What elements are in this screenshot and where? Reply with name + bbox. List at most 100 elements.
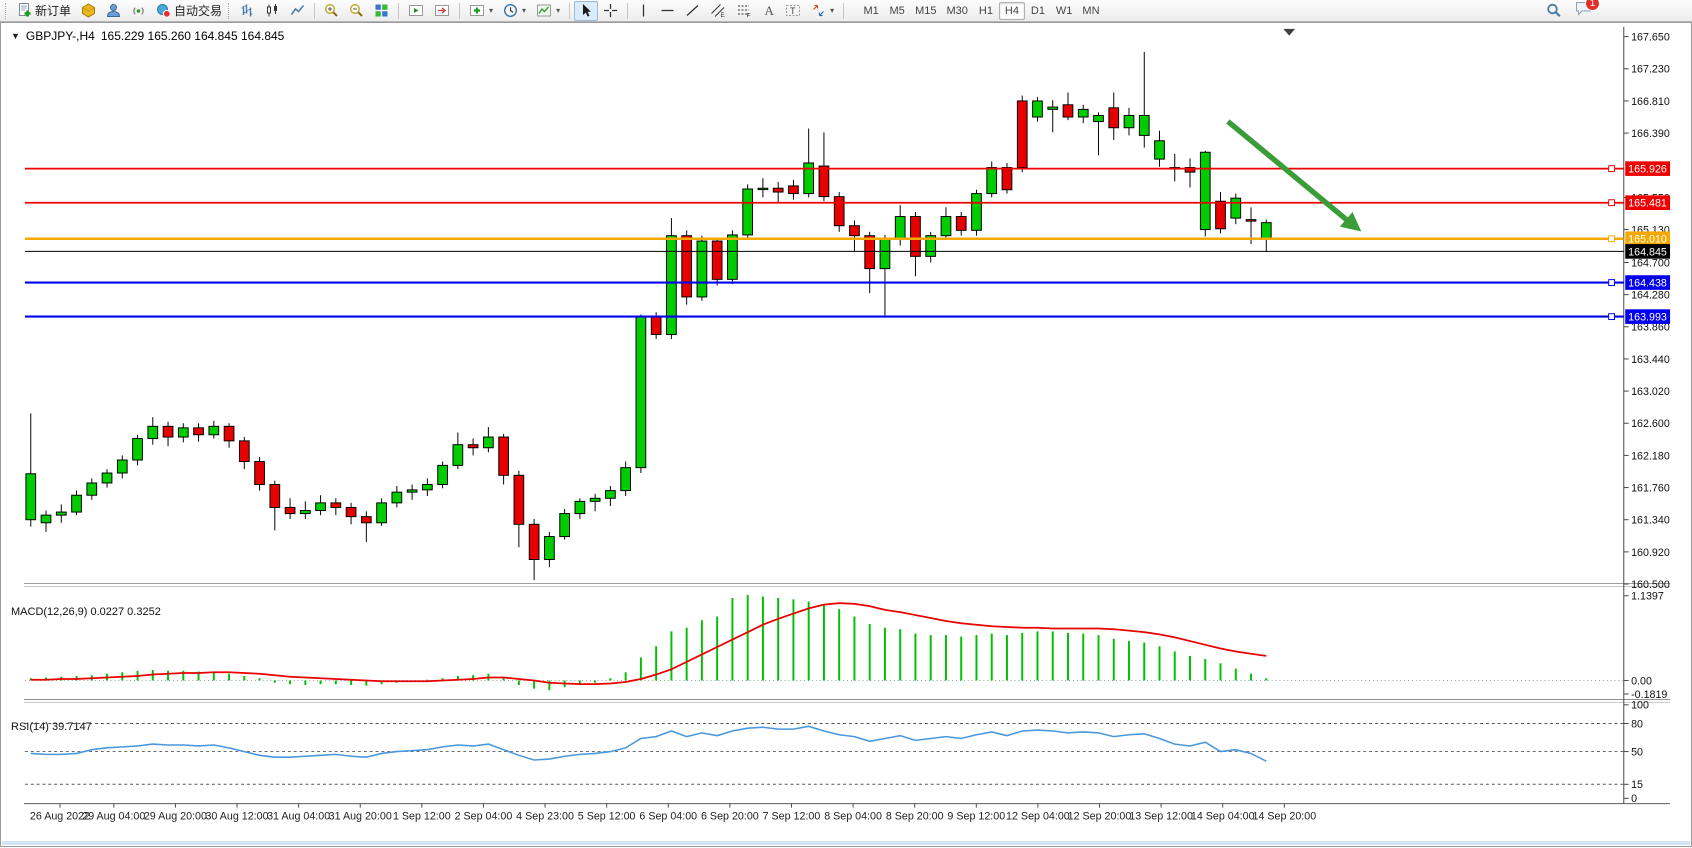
svg-text:12 Sep 20:00: 12 Sep 20:00 bbox=[1068, 811, 1132, 823]
hline-163.993[interactable]: 163.993 bbox=[24, 309, 1671, 324]
tile-windows-icon[interactable] bbox=[369, 1, 394, 21]
toolbar-separator bbox=[627, 2, 629, 19]
crosshair-tool-button[interactable] bbox=[598, 1, 623, 21]
fibonacci-tool-button[interactable]: F bbox=[731, 1, 757, 21]
timeframe-button-H1[interactable]: H1 bbox=[973, 2, 999, 20]
arrows-tool-button[interactable]: ▾ bbox=[806, 1, 839, 21]
svg-text:4 Sep 23:00: 4 Sep 23:00 bbox=[516, 811, 574, 823]
svg-text:31 Aug 20:00: 31 Aug 20:00 bbox=[329, 811, 392, 823]
svg-text:T: T bbox=[790, 6, 796, 16]
svg-text:-0.1819: -0.1819 bbox=[1631, 689, 1667, 701]
svg-text:F: F bbox=[747, 13, 751, 19]
cursor-tool-button[interactable] bbox=[574, 0, 599, 21]
svg-text:164.700: 164.700 bbox=[1631, 257, 1670, 269]
svg-text:167.650: 167.650 bbox=[1631, 32, 1670, 44]
macd-panel: 1.1397 0.00 -0.1819 bbox=[24, 591, 1667, 701]
svg-text:165.926: 165.926 bbox=[1628, 164, 1667, 176]
zoom-in-icon[interactable] bbox=[319, 1, 344, 21]
svg-text:164.845: 164.845 bbox=[1628, 246, 1667, 258]
chart-shift-icon[interactable] bbox=[429, 1, 455, 21]
autotrading-icon bbox=[156, 3, 171, 18]
hline-165.926[interactable]: 165.926 bbox=[24, 161, 1671, 176]
svg-text:162.600: 162.600 bbox=[1631, 418, 1670, 430]
new-order-button[interactable]: 新订单 bbox=[12, 1, 76, 21]
hline-tool-button[interactable] bbox=[655, 1, 680, 21]
text-tool-button[interactable]: A bbox=[757, 1, 780, 21]
channel-tool-button[interactable]: E bbox=[705, 1, 731, 21]
auto-scroll-icon[interactable] bbox=[403, 1, 429, 21]
hline-164.438[interactable]: 164.438 bbox=[24, 275, 1671, 290]
svg-text:163.860: 163.860 bbox=[1631, 322, 1670, 334]
svg-text:14 Sep 20:00: 14 Sep 20:00 bbox=[1252, 811, 1316, 823]
svg-text:29 Aug 04:00: 29 Aug 04:00 bbox=[82, 811, 145, 823]
svg-text:163.440: 163.440 bbox=[1631, 354, 1670, 366]
periods-button[interactable]: ▾ bbox=[498, 1, 531, 21]
timeframe-button-MN[interactable]: MN bbox=[1077, 2, 1104, 20]
price-axis[interactable]: 167.650167.230166.810166.390165.550165.1… bbox=[1623, 32, 1670, 591]
svg-text:14 Sep 04:00: 14 Sep 04:00 bbox=[1191, 811, 1255, 823]
signal-icon[interactable] bbox=[126, 1, 151, 21]
rsi-value: 39.7147 bbox=[51, 721, 92, 733]
candlestick-icon[interactable] bbox=[260, 1, 285, 21]
toolbar-separator bbox=[398, 2, 400, 19]
svg-text:50: 50 bbox=[1631, 746, 1643, 758]
svg-text:8 Sep 20:00: 8 Sep 20:00 bbox=[886, 811, 944, 823]
svg-text:8 Sep 04:00: 8 Sep 04:00 bbox=[824, 811, 882, 823]
chart-title: ▼ GBPJPY-,H4 165.229 165.260 164.845 164… bbox=[11, 29, 284, 43]
svg-text:7 Sep 12:00: 7 Sep 12:00 bbox=[763, 811, 821, 823]
macd-values: 0.0227 0.3252 bbox=[90, 606, 161, 618]
svg-text:165.481: 165.481 bbox=[1628, 198, 1667, 210]
chevron-down-icon: ▾ bbox=[556, 6, 561, 15]
macd-name: MACD(12,26,9) bbox=[11, 606, 88, 618]
autotrading-button[interactable]: 自动交易 bbox=[151, 1, 227, 21]
label-tool-button[interactable]: T bbox=[780, 1, 806, 21]
timeframe-button-M5[interactable]: M5 bbox=[884, 2, 910, 20]
svg-text:13 Sep 12:00: 13 Sep 12:00 bbox=[1129, 811, 1193, 823]
rsi-panel: 100 80 50 15 0 bbox=[24, 700, 1649, 805]
chevron-down-icon: ▾ bbox=[522, 6, 527, 15]
indicators-button[interactable]: ▾ bbox=[464, 1, 498, 21]
chart-ohlc-label: 165.229 165.260 164.845 164.845 bbox=[100, 29, 285, 43]
timeframe-group: M1 M5 M15 M30 H1 H4 D1 W1 MN bbox=[858, 1, 1104, 20]
timeframe-button-D1[interactable]: D1 bbox=[1025, 2, 1051, 20]
search-icon[interactable] bbox=[1541, 1, 1567, 21]
svg-text:5 Sep 12:00: 5 Sep 12:00 bbox=[578, 811, 636, 823]
trendline-tool-button[interactable] bbox=[680, 1, 705, 21]
hline-165.010[interactable]: 165.010 bbox=[24, 231, 1671, 247]
hline-165.481[interactable]: 165.481 bbox=[24, 195, 1671, 210]
new-order-label: 新订单 bbox=[35, 4, 72, 18]
trend-arrow[interactable] bbox=[1226, 119, 1362, 232]
chevron-down-icon: ▾ bbox=[489, 6, 494, 15]
svg-text:162.180: 162.180 bbox=[1631, 450, 1670, 462]
bar-chart-icon[interactable] bbox=[235, 1, 260, 21]
toolbar-grip bbox=[5, 2, 9, 19]
toolbar: 新订单 自动交易 ▾ ▾ ▾ E F A T ▾ M1 M5 M15 M30 H1 H4 D… bbox=[0, 0, 1692, 22]
chart-canvas[interactable]: 167.650167.230166.810166.390165.550165.1… bbox=[1, 23, 1692, 848]
svg-text:15: 15 bbox=[1631, 779, 1643, 791]
new-order-icon bbox=[17, 3, 32, 18]
svg-text:163.993: 163.993 bbox=[1628, 312, 1667, 324]
timeframe-button-W1[interactable]: W1 bbox=[1051, 2, 1078, 20]
svg-text:100: 100 bbox=[1631, 700, 1649, 712]
line-chart-icon[interactable] bbox=[285, 1, 310, 21]
vline-tool-button[interactable] bbox=[632, 1, 655, 21]
cube-icon[interactable] bbox=[76, 1, 101, 21]
svg-text:2 Sep 04:00: 2 Sep 04:00 bbox=[455, 811, 513, 823]
svg-text:166.810: 166.810 bbox=[1631, 96, 1670, 108]
svg-text:31 Aug 04:00: 31 Aug 04:00 bbox=[267, 811, 330, 823]
templates-button[interactable]: ▾ bbox=[531, 1, 565, 21]
zoom-out-icon[interactable] bbox=[344, 1, 369, 21]
timeframe-button-M15[interactable]: M15 bbox=[910, 2, 941, 20]
notifications-button[interactable]: 1 bbox=[1575, 0, 1600, 21]
svg-text:26 Aug 2022: 26 Aug 2022 bbox=[30, 811, 90, 823]
timeframe-button-M1[interactable]: M1 bbox=[858, 2, 884, 20]
svg-text:6 Sep 20:00: 6 Sep 20:00 bbox=[701, 811, 759, 823]
timeframe-button-H4[interactable]: H4 bbox=[998, 1, 1025, 20]
chart-shift-marker[interactable] bbox=[1283, 28, 1296, 36]
timeframe-button-M30[interactable]: M30 bbox=[942, 2, 973, 20]
chevron-down-icon: ▼ bbox=[11, 31, 20, 41]
svg-text:166.390: 166.390 bbox=[1631, 128, 1670, 140]
user-icon[interactable] bbox=[101, 1, 126, 21]
autotrading-label: 自动交易 bbox=[174, 4, 223, 18]
